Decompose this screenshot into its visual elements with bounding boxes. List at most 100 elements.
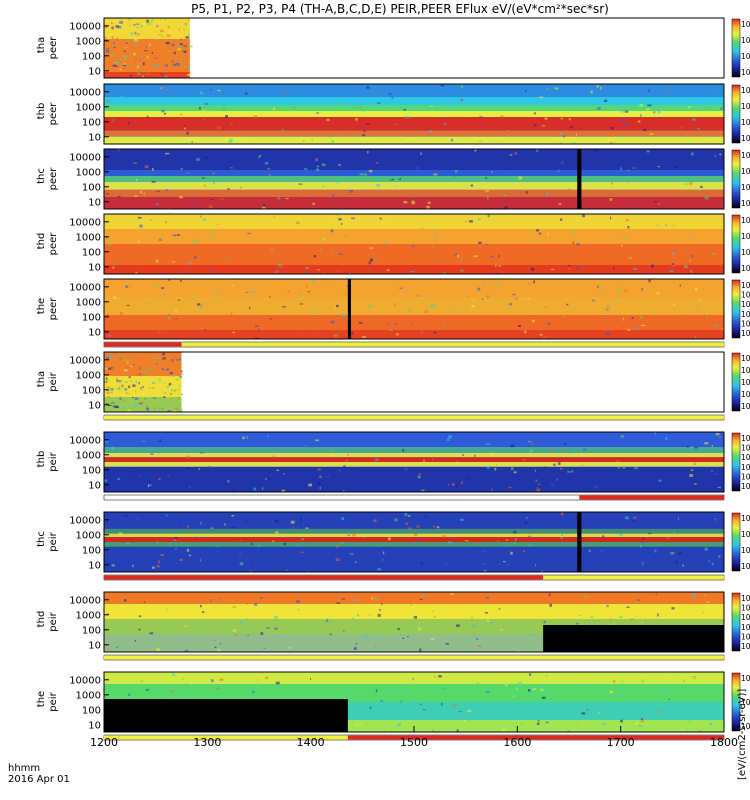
noise-pixel [443, 325, 446, 328]
noise-pixel [164, 221, 167, 224]
noise-pixel [138, 474, 141, 478]
noise-pixel [406, 683, 409, 685]
noise-pixel [438, 675, 442, 678]
noise-pixel [283, 473, 285, 475]
noise-pixel [115, 61, 119, 65]
noise-pixel [374, 645, 377, 648]
noise-pixel [461, 85, 464, 88]
panel-thd-peer: thdpeer1000010001001010⁸10⁶10⁴10² [36, 213, 750, 275]
noise-pixel [447, 435, 452, 439]
noise-pixel [567, 730, 570, 732]
noise-pixel [537, 487, 539, 489]
noise-pixel [343, 630, 345, 633]
noise-pixel [689, 720, 691, 724]
noise-pixel [637, 599, 641, 601]
noise-pixel [144, 165, 149, 169]
noise-pixel [115, 25, 120, 28]
noise-pixel [179, 357, 181, 361]
noise-pixel [179, 196, 183, 199]
noise-pixel [506, 715, 510, 718]
noise-pixel [169, 372, 173, 374]
noise-pixel [116, 377, 118, 380]
noise-pixel [641, 324, 646, 327]
noise-pixel [362, 134, 366, 137]
noise-pixel [298, 183, 303, 185]
noise-pixel [572, 241, 574, 245]
energy-band [104, 453, 724, 458]
noise-pixel [657, 202, 660, 204]
noise-pixel [323, 237, 326, 241]
noise-pixel [162, 73, 164, 77]
colorbar [731, 84, 741, 144]
noise-pixel [518, 176, 523, 180]
noise-pixel [186, 525, 189, 528]
colorbar-tick-label: 10⁴ [741, 52, 750, 61]
noise-pixel [560, 512, 564, 516]
noise-pixel [264, 456, 266, 458]
noise-pixel [466, 477, 468, 480]
noise-pixel [636, 327, 639, 330]
noise-pixel [683, 265, 688, 269]
noise-pixel [509, 153, 513, 156]
noise-pixel [590, 90, 593, 94]
noise-pixel [456, 729, 459, 732]
noise-pixel [306, 570, 309, 572]
noise-pixel [155, 396, 159, 399]
noise-pixel [420, 595, 425, 597]
noise-pixel [142, 440, 145, 442]
noise-pixel [459, 260, 462, 263]
noise-pixel [196, 303, 201, 306]
noise-pixel [149, 632, 154, 635]
noise-pixel [338, 218, 342, 221]
noise-pixel [223, 108, 225, 111]
noise-pixel [213, 301, 217, 304]
energy-band [104, 528, 724, 534]
noise-pixel [365, 636, 369, 639]
noise-pixel [179, 42, 183, 46]
noise-pixel [126, 304, 130, 307]
y-tick-label: 1000 [76, 102, 101, 113]
noise-pixel [120, 95, 125, 98]
noise-pixel [623, 238, 627, 241]
noise-pixel [374, 459, 377, 461]
noise-pixel [109, 62, 112, 65]
noise-pixel [706, 315, 708, 318]
noise-pixel [531, 701, 535, 703]
noise-pixel [285, 197, 289, 200]
noise-pixel [104, 368, 108, 370]
noise-pixel [407, 527, 412, 530]
noise-pixel [602, 535, 605, 538]
noise-pixel [498, 608, 501, 610]
noise-pixel [541, 686, 545, 689]
noise-pixel [253, 115, 258, 118]
noise-pixel [146, 689, 149, 691]
noise-pixel [127, 361, 129, 364]
colorbar-tick-label: 10³ [741, 632, 750, 641]
noise-pixel [475, 638, 479, 640]
noise-pixel [203, 118, 205, 121]
noise-pixel [635, 615, 637, 618]
noise-pixel [312, 202, 315, 205]
noise-pixel [348, 672, 351, 675]
noise-pixel [239, 551, 242, 554]
noise-pixel [146, 19, 150, 23]
noise-pixel [445, 713, 448, 715]
colorbar [731, 18, 741, 78]
noise-pixel [647, 104, 652, 107]
noise-pixel [180, 38, 182, 41]
noise-pixel [691, 254, 694, 258]
noise-pixel [350, 96, 354, 99]
noise-pixel [105, 403, 109, 405]
noise-pixel [653, 565, 656, 567]
noise-pixel [186, 455, 191, 459]
noise-pixel [107, 396, 111, 398]
noise-pixel [313, 333, 315, 337]
noise-pixel [527, 432, 529, 436]
noise-pixel [110, 387, 114, 391]
noise-pixel [575, 133, 577, 136]
noise-pixel [392, 688, 395, 691]
noise-pixel [369, 706, 372, 709]
noise-pixel [127, 38, 130, 42]
noise-pixel [436, 691, 439, 693]
noise-pixel [275, 635, 277, 638]
